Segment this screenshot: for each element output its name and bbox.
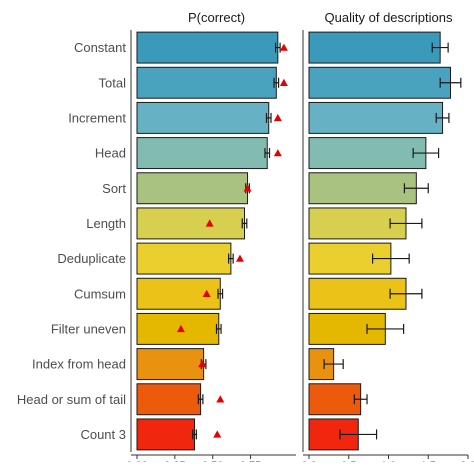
panel-title: Quality of descriptions — [325, 10, 453, 25]
bar — [136, 207, 246, 240]
marker-triangle — [202, 289, 211, 297]
marker-triangle — [235, 254, 244, 262]
bar — [136, 172, 249, 205]
category-label: Increment — [68, 110, 126, 125]
marker-triangle — [279, 78, 288, 86]
bar — [136, 66, 277, 99]
marker-triangle — [273, 113, 282, 122]
category-label: Sort — [102, 181, 126, 196]
bar — [308, 101, 444, 134]
marker-triangle — [176, 324, 185, 333]
category-label: Head — [95, 146, 126, 161]
bar — [308, 383, 362, 416]
bar — [136, 31, 279, 64]
category-label: Length — [86, 216, 126, 231]
category-label: Head or sum of tail — [17, 392, 126, 407]
bar — [308, 66, 452, 99]
category-label: Cumsum — [74, 286, 126, 301]
bar — [308, 172, 417, 205]
marker-triangle — [279, 43, 288, 51]
bar — [136, 383, 202, 416]
marker-triangle — [243, 184, 252, 192]
bar — [136, 242, 232, 275]
category-label: Total — [99, 75, 127, 90]
panel-title: P(correct) — [188, 10, 245, 25]
bar — [136, 101, 270, 134]
category-label: Index from head — [32, 357, 126, 372]
marker-triangle — [273, 149, 282, 157]
bar — [308, 137, 427, 170]
bar — [136, 137, 268, 170]
category-label: Deduplicate — [57, 251, 126, 266]
bar — [308, 31, 441, 64]
marker-triangle — [213, 430, 222, 438]
bar — [136, 312, 220, 345]
marker-triangle — [216, 395, 225, 403]
marker-triangle — [198, 360, 207, 368]
bar — [136, 348, 205, 381]
bar — [136, 418, 196, 451]
category-label: Filter uneven — [51, 321, 126, 336]
category-label: Count 3 — [80, 427, 126, 442]
marker-triangle — [205, 219, 214, 227]
category-label: Constant — [74, 40, 126, 55]
